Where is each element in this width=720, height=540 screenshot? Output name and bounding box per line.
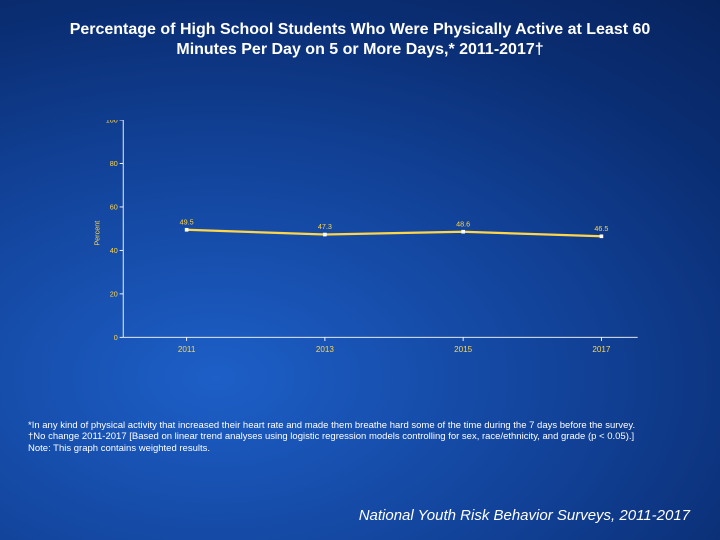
svg-text:2015: 2015 xyxy=(454,345,473,354)
svg-text:0: 0 xyxy=(114,333,118,342)
svg-text:2011: 2011 xyxy=(178,345,196,354)
svg-text:40: 40 xyxy=(110,246,118,255)
svg-text:100: 100 xyxy=(106,120,118,125)
svg-text:2013: 2013 xyxy=(316,345,335,354)
footnote-note: Note: This graph contains weighted resul… xyxy=(28,443,692,454)
y-ticks: 0 20 40 60 80 100 xyxy=(106,120,124,342)
footnote-star: *In any kind of physical activity that i… xyxy=(28,420,692,431)
data-series-line xyxy=(187,230,602,237)
chart-area: Percent 0 20 40 60 80 100 2011 2013 2015 2017 49… xyxy=(50,120,670,380)
svg-text:47.3: 47.3 xyxy=(318,222,332,231)
svg-text:46.5: 46.5 xyxy=(594,224,608,233)
svg-text:80: 80 xyxy=(110,159,118,168)
slide: Percentage of High School Students Who W… xyxy=(0,0,720,540)
y-axis-title: Percent xyxy=(93,221,102,246)
footnote-dagger: †No change 2011-2017 [Based on linear tr… xyxy=(28,431,692,442)
svg-text:49.5: 49.5 xyxy=(180,217,194,226)
svg-text:2017: 2017 xyxy=(592,345,611,354)
footnotes: *In any kind of physical activity that i… xyxy=(28,420,692,454)
source-citation: National Youth Risk Behavior Surveys, 20… xyxy=(359,507,690,524)
x-ticks: 2011 2013 2015 2017 xyxy=(178,337,611,353)
line-chart: Percent 0 20 40 60 80 100 2011 2013 2015 2017 49… xyxy=(80,120,670,360)
svg-text:48.6: 48.6 xyxy=(456,219,470,228)
svg-text:60: 60 xyxy=(110,203,118,212)
slide-title: Percentage of High School Students Who W… xyxy=(40,20,680,60)
svg-text:20: 20 xyxy=(110,290,118,299)
